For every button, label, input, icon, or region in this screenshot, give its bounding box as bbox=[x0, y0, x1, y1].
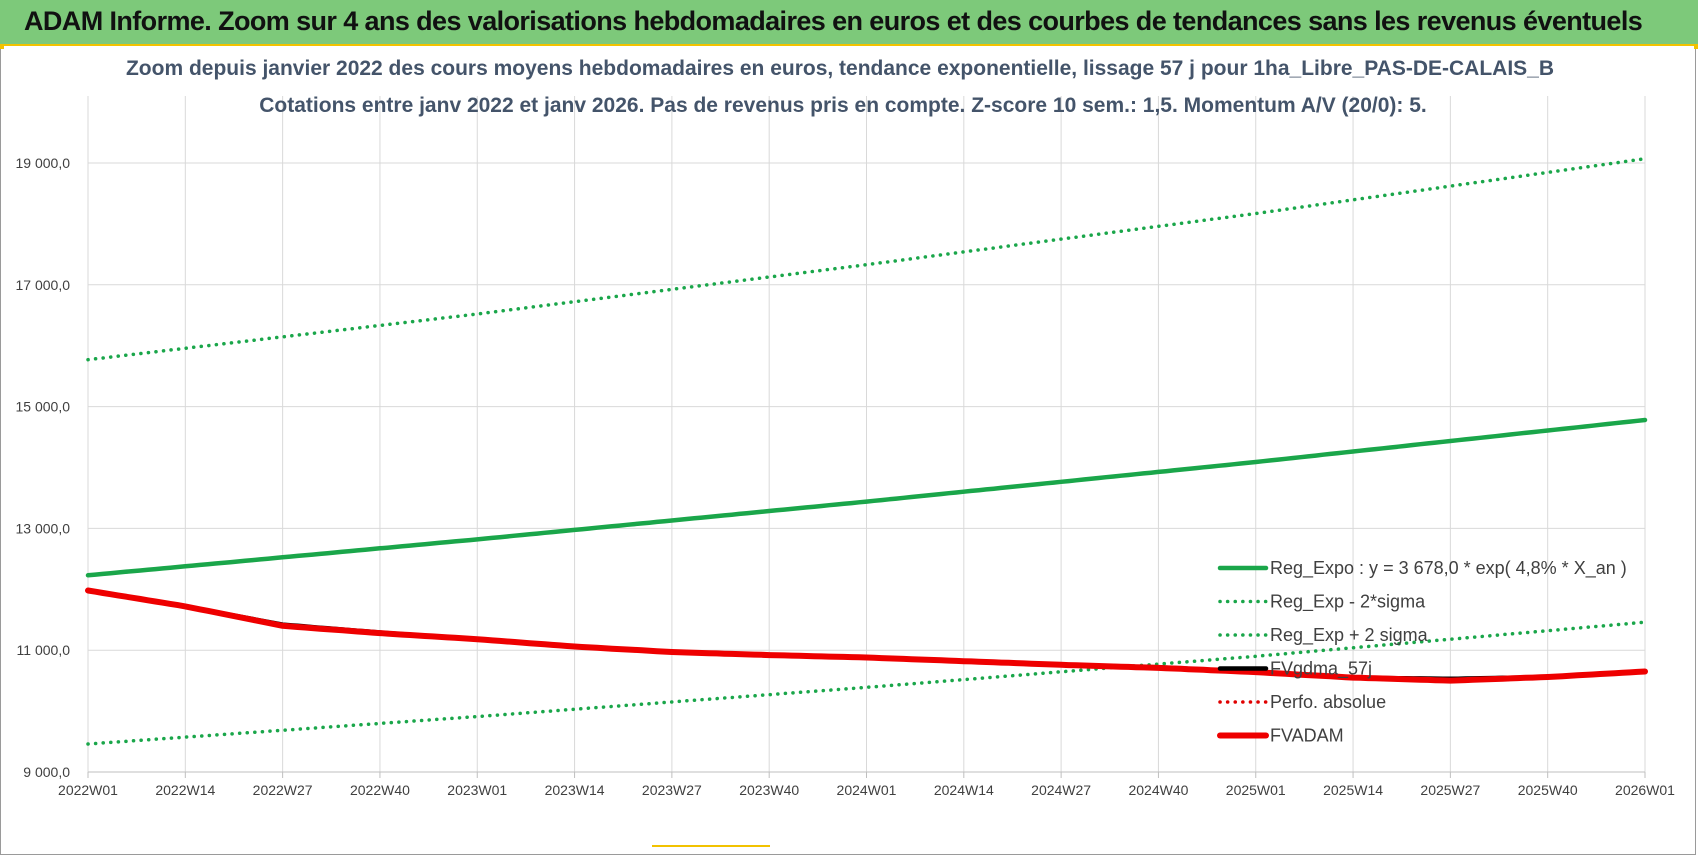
x-tick-label: 2023W27 bbox=[642, 782, 702, 798]
y-tick-label: 13 000,0 bbox=[16, 520, 71, 536]
y-tick-label: 17 000,0 bbox=[16, 277, 71, 293]
line-chart: 9 000,0 11 000,0 13 000,0 15 000,0 17 000,0 1… bbox=[16, 57, 1676, 798]
series-layer bbox=[85, 156, 1648, 746]
legend-label-2: Reg_Exp + 2 sigma bbox=[1270, 625, 1429, 646]
x-tick-label: 2024W40 bbox=[1128, 782, 1188, 798]
y-tick-label: 9 000,0 bbox=[23, 764, 70, 780]
x-tick-label: 2025W40 bbox=[1518, 782, 1578, 798]
x-tick-label: 2022W40 bbox=[350, 782, 410, 798]
x-tick-label: 2023W01 bbox=[447, 782, 507, 798]
y-axis-labels: 9 000,0 11 000,0 13 000,0 15 000,0 17 000,0 1… bbox=[16, 155, 71, 780]
legend-label-4: Perfo. absolue bbox=[1270, 692, 1386, 712]
x-tick-label: 2025W27 bbox=[1420, 782, 1480, 798]
y-tick-label: 11 000,0 bbox=[17, 642, 71, 658]
header-banner: ADAM Informe. Zoom sur 4 ans des valoris… bbox=[0, 0, 1698, 46]
x-tick-label: 2024W27 bbox=[1031, 782, 1091, 798]
x-tick-label: 2022W14 bbox=[155, 782, 215, 798]
x-tick-label: 2024W14 bbox=[934, 782, 994, 798]
x-tick-label: 2026W01 bbox=[1615, 782, 1675, 798]
bottom-marker bbox=[652, 845, 770, 847]
corner-marker-right bbox=[1694, 46, 1698, 49]
x-tick-label: 2022W27 bbox=[253, 782, 313, 798]
x-tick-label: 2024W01 bbox=[837, 782, 897, 798]
x-tick-label: 2025W14 bbox=[1323, 782, 1383, 798]
legend-label-1: Reg_Exp - 2*sigma bbox=[1270, 592, 1426, 613]
series-line-5 bbox=[85, 587, 1648, 684]
x-tick-label: 2025W01 bbox=[1226, 782, 1286, 798]
series-line-0 bbox=[85, 417, 1648, 578]
banner-title: ADAM Informe. Zoom sur 4 ans des valoris… bbox=[24, 6, 1643, 36]
x-tick-label: 2023W14 bbox=[545, 782, 605, 798]
y-tick-label: 19 000,0 bbox=[16, 155, 71, 171]
legend-label-5: FVADAM bbox=[1270, 726, 1344, 746]
x-tick-label: 2022W01 bbox=[58, 782, 118, 798]
y-tick-label: 15 000,0 bbox=[16, 399, 71, 415]
series-line-2 bbox=[86, 156, 1647, 362]
corner-marker-left bbox=[0, 46, 4, 49]
chart-title-line-2: Cotations entre janv 2022 et janv 2026. … bbox=[259, 94, 1427, 117]
legend-label-0: Reg_Expo : y = 3 678,0 * exp( 4,8% * X_a… bbox=[1270, 558, 1627, 579]
grid-layer bbox=[87, 96, 1646, 773]
x-tick-label: 2023W40 bbox=[739, 782, 799, 798]
series-line-1 bbox=[86, 620, 1647, 746]
legend: Reg_Expo : y = 3 678,0 * exp( 4,8% * X_a… bbox=[1217, 558, 1627, 746]
x-axis: 2022W01 2022W14 2022W27 2022W40 2023W01 2023W… bbox=[58, 771, 1675, 798]
legend-label-3: FVgdma_57j bbox=[1270, 659, 1372, 680]
chart-title-line-1: Zoom depuis janvier 2022 des cours moyen… bbox=[126, 57, 1554, 80]
